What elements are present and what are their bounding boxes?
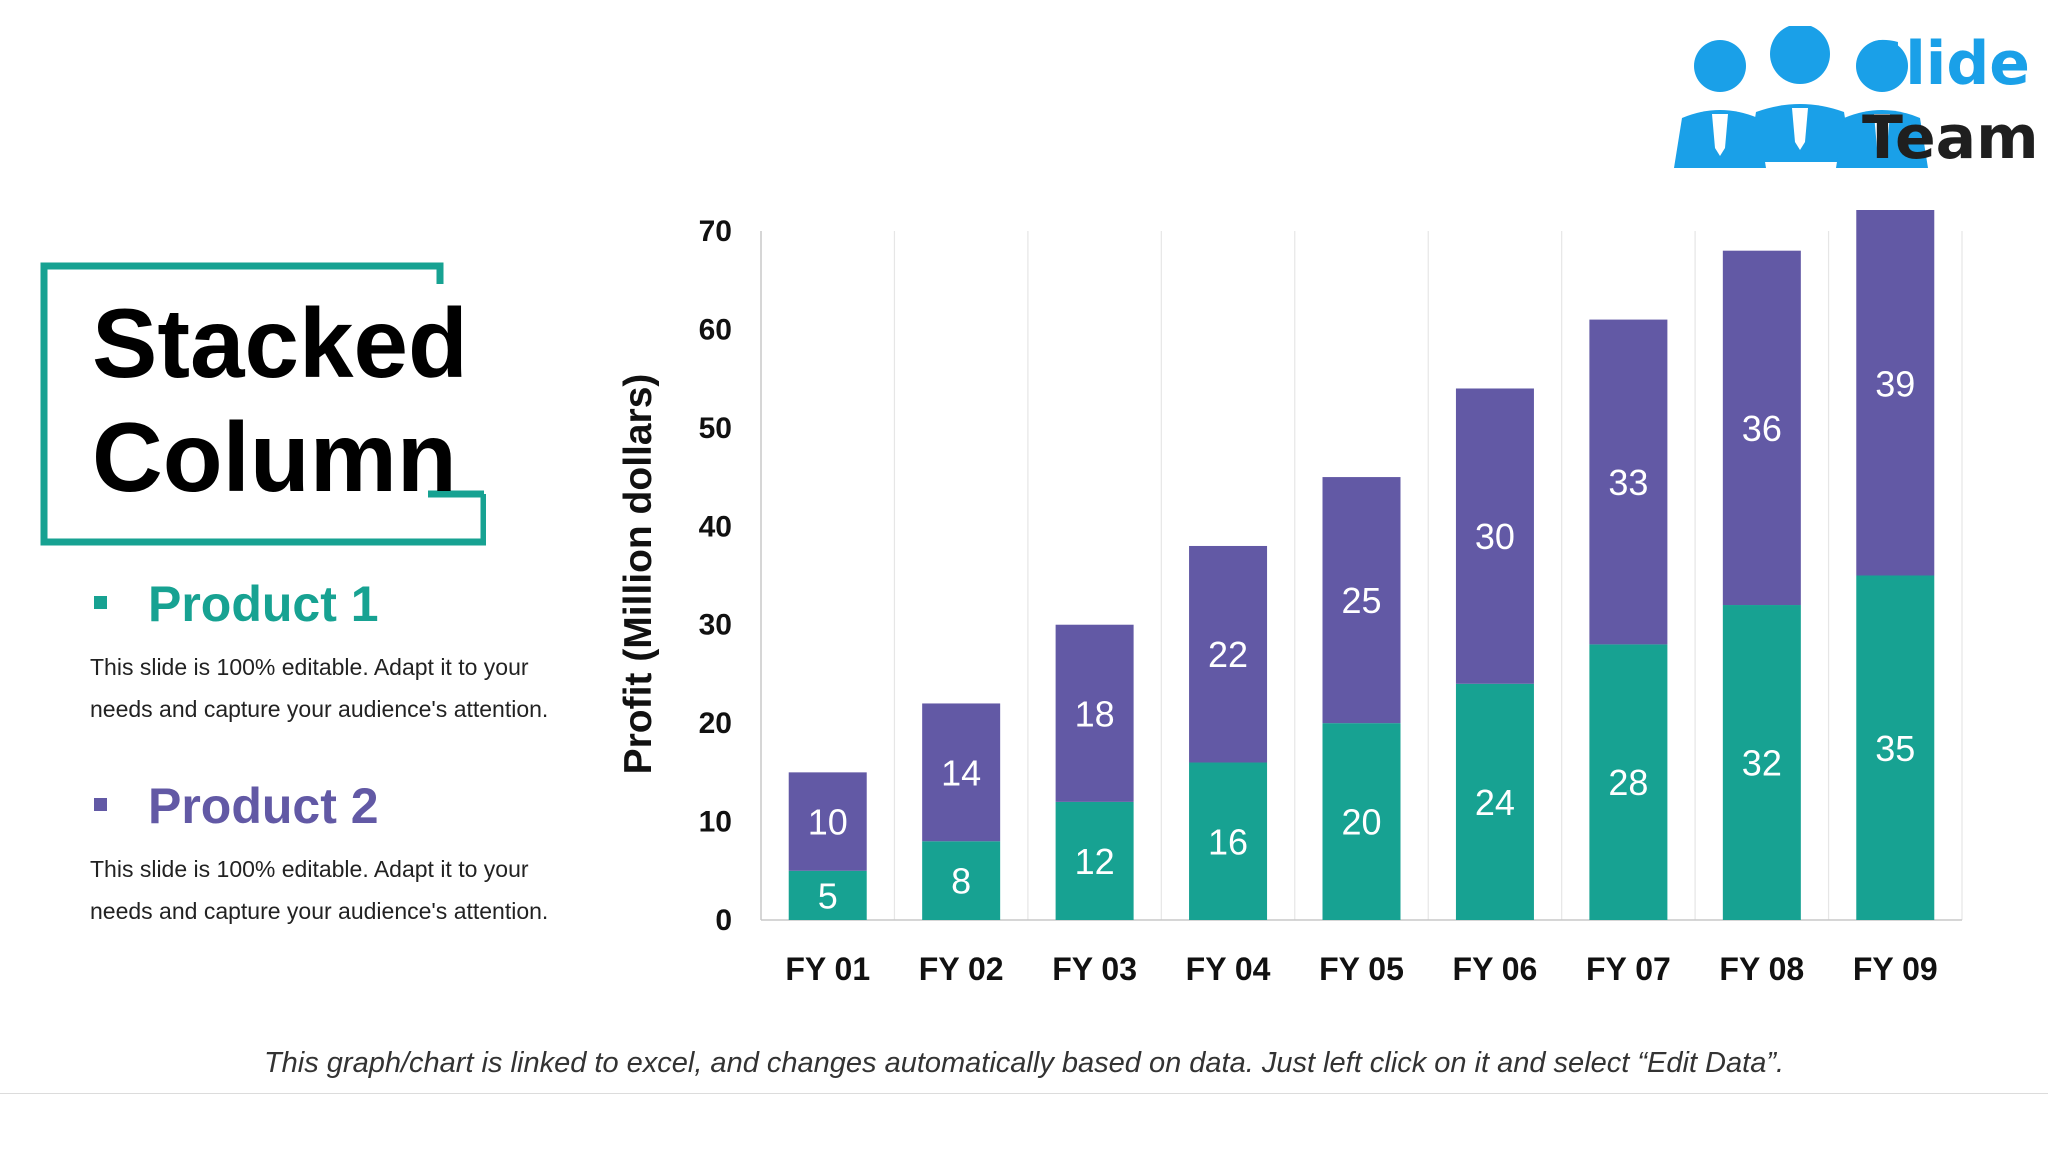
x-tick-label: FY 02 [919,951,1004,987]
data-label: 10 [808,802,848,843]
footer-note: This graph/chart is linked to excel, and… [263,1047,1785,1079]
bar-segment [1856,210,1935,576]
x-tick-label: FY 07 [1586,951,1671,987]
y-tick-label: 0 [715,904,732,937]
data-label: 32 [1742,743,1782,784]
y-tick-label: 20 [699,707,732,740]
data-label: 39 [1875,364,1915,405]
bar-segment [1722,250,1801,606]
data-label: 18 [1075,693,1115,734]
y-tick-label: 50 [699,412,732,445]
data-label: 8 [951,861,971,902]
x-tick-label: FY 06 [1453,951,1538,987]
data-label: 25 [1341,580,1381,621]
legend-description: This slide is 100% editable. Adapt it to… [90,856,549,924]
legend-product-2: Product 2 This slide is 100% editable. A… [90,776,590,932]
data-label: 24 [1475,782,1515,823]
data-label: 36 [1742,408,1782,449]
square-bullet-icon [94,596,107,609]
bar-segment [788,870,867,920]
data-label: 12 [1075,841,1115,882]
bar-segment [1189,762,1268,920]
title-line-2: Column [92,402,457,512]
y-tick-label: 40 [699,510,732,543]
data-label: 5 [818,875,838,916]
x-tick-label: FY 04 [1186,951,1271,987]
bar-segment [922,841,1001,920]
bar-segment [1455,683,1534,920]
data-label: 28 [1608,762,1648,803]
x-tick-label: FY 08 [1719,951,1804,987]
legend-title: Product 2 [148,778,379,834]
bar-segment [1856,575,1935,920]
square-bullet-icon [94,798,107,811]
x-tick-label: FY 03 [1052,951,1137,987]
logo-text-team: Team [1862,103,2039,173]
bar-segment [1589,644,1668,920]
logo-text-slide: Slide [1862,29,2030,99]
title-line-1: Stacked [92,288,468,398]
bar-segment [1322,723,1401,920]
x-tick-label: FY 05 [1319,951,1404,987]
data-label: 33 [1608,462,1648,503]
bar-segment [1722,605,1801,920]
data-label: 30 [1475,516,1515,557]
data-label: 35 [1875,728,1915,769]
title-frame [40,262,486,546]
data-label: 16 [1208,821,1248,862]
legend-description: This slide is 100% editable. Adapt it to… [90,654,549,722]
bar-segment [1055,624,1134,802]
data-label: 14 [941,752,981,793]
people-logo-icon [1674,26,1928,168]
y-tick-label: 10 [699,806,732,839]
data-label: 22 [1208,634,1248,675]
legend-product-1: Product 1 This slide is 100% editable. A… [90,574,590,730]
bar-segment [1055,801,1134,920]
x-tick-label: FY 01 [785,951,870,987]
data-label: 20 [1341,802,1381,843]
legend-title: Product 1 [148,576,379,632]
bar-segment [922,703,1001,842]
footer-divider [0,1093,2048,1094]
bar-segment [1322,477,1401,724]
page-title: Stacked Column [92,286,468,514]
bar-segment [1455,388,1534,684]
x-tick-label: FY 09 [1853,951,1938,987]
stacked-column-chart: 0 10 20 30 40 50 60 70 Profit (Million dollars) 5… [617,210,1963,987]
y-tick-label: 70 [699,215,732,248]
bar-segment [1189,545,1268,763]
y-axis-title: Profit (Million dollars) [617,374,660,775]
y-tick-label: 60 [699,313,732,346]
bar-segment [788,772,867,871]
y-tick-label: 30 [699,609,732,642]
bar-segment [1589,319,1668,645]
